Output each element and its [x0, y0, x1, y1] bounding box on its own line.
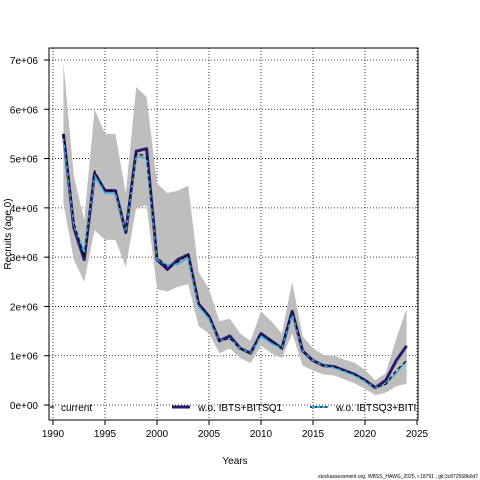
- x-tick-label: 2020: [354, 429, 377, 440]
- y-tick-label: 7e+06: [10, 56, 39, 67]
- x-axis-label: Years: [222, 456, 247, 467]
- x-tick-label: 2000: [146, 429, 169, 440]
- x-tick-label: 2015: [302, 429, 325, 440]
- x-axis: 1990 1995 2000 2005 2010 2015 2020 2025: [42, 420, 429, 440]
- y-tick-label: 5e+06: [10, 155, 39, 166]
- y-tick-label: 6e+06: [10, 105, 39, 116]
- y-tick-label: 2e+06: [10, 302, 39, 313]
- x-tick-label: 2005: [198, 429, 221, 440]
- y-tick-label: 0e+00: [10, 401, 39, 412]
- x-tick-label: 1995: [94, 429, 117, 440]
- x-tick-label: 2010: [250, 429, 273, 440]
- credit-text: stockassessment.org, WBSS_HAWG_2025, r.1…: [318, 474, 478, 480]
- legend-label: current: [61, 403, 92, 414]
- series-line: [62, 133, 408, 389]
- y-tick-label: 1e+06: [10, 352, 39, 363]
- legend: current w.o. IBTS+BITSQ1 w.o. IBTSQ3+BITI: [50, 403, 416, 414]
- x-tick-label: 2025: [406, 429, 429, 440]
- y-tick-label: 3e+06: [10, 253, 39, 264]
- y-tick-label: 4e+06: [10, 204, 39, 215]
- confidence-band: [63, 62, 407, 396]
- legend-label: w.o. IBTSQ3+BITI: [335, 403, 416, 414]
- series-lines: [61, 133, 408, 390]
- y-axis: 0e+00 1e+06 2e+06 3e+06 4e+06 5e+06 6e+06 7e+06: [10, 56, 49, 412]
- legend-label: w.o. IBTS+BITSQ1: [197, 403, 283, 414]
- x-tick-label: 1990: [42, 429, 65, 440]
- plot-frame: [48, 47, 419, 421]
- y-axis-label: Recruits (age 0): [3, 198, 14, 269]
